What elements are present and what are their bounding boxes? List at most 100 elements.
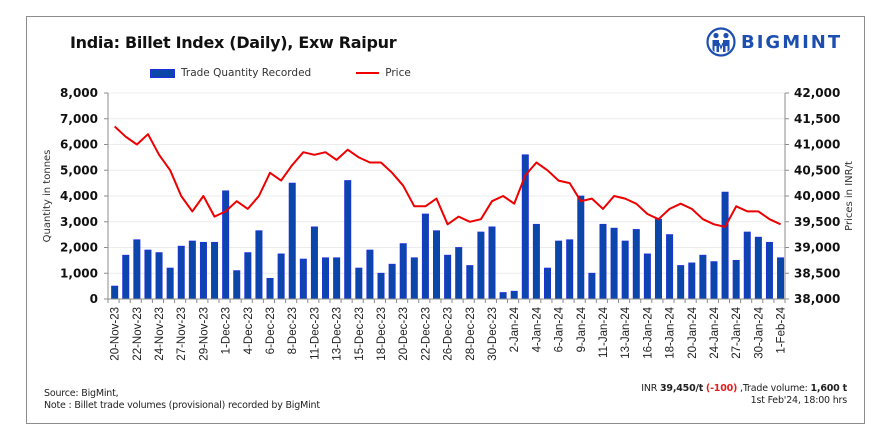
x-tick-label: 1-Feb-24 — [776, 306, 788, 353]
bar — [111, 285, 119, 300]
bar — [344, 180, 352, 300]
bar — [532, 223, 540, 300]
x-tick-label: 6-Dec-23 — [265, 307, 277, 354]
x-tick-label: 4-Dec-23 — [243, 307, 255, 354]
y-axis-left-ticks: 0 1,000 2,000 3,000 4,000 5,000 6,000 7,000 8,00… — [60, 86, 98, 306]
x-tick-label: 15-Dec-23 — [354, 307, 366, 361]
gridlines — [108, 92, 785, 274]
bar — [632, 229, 640, 300]
bar — [610, 227, 618, 300]
x-tick-label: 27-Jan-24 — [731, 306, 743, 358]
bar — [322, 257, 330, 300]
bar — [654, 218, 662, 300]
x-tick-label: 27-Nov-23 — [176, 307, 188, 361]
bar — [166, 267, 174, 300]
y2-tick-label: 41,000 — [794, 138, 840, 152]
bar — [743, 231, 751, 300]
bar — [488, 226, 496, 300]
bar — [255, 230, 263, 300]
bar — [288, 182, 296, 300]
bar — [466, 265, 474, 300]
bigmint-logo: BIGMINT — [706, 26, 842, 58]
bar — [355, 267, 363, 300]
bar — [777, 257, 785, 300]
x-tick-label: 26-Dec-23 — [443, 307, 455, 361]
y-tick-label: 4,000 — [60, 189, 98, 203]
y2-tick-label: 39,500 — [794, 215, 840, 229]
bar — [444, 254, 452, 300]
y-tick-label: 6,000 — [60, 138, 98, 152]
bar — [577, 195, 585, 300]
bar — [177, 245, 185, 300]
timestamp: 1st Feb'24, 18:00 hrs — [750, 395, 848, 406]
price-prefix: INR — [641, 383, 658, 394]
note-text: Note : Billet trade volumes (provisional… — [44, 400, 320, 411]
price-value: 39,450/t — [660, 383, 704, 394]
y-tick-label: 5,000 — [60, 163, 98, 177]
bar — [377, 272, 385, 300]
bar — [699, 254, 707, 300]
x-tick-label: 11-Dec-23 — [309, 307, 321, 360]
bar — [710, 261, 718, 300]
bar — [144, 249, 152, 300]
y-axis-left-title: Quantity in tonnes — [42, 150, 53, 243]
bar — [721, 191, 729, 300]
bar — [555, 240, 563, 300]
bar — [366, 249, 374, 300]
bar — [122, 254, 130, 300]
x-tick-label: 20-Jan-24 — [687, 306, 699, 358]
x-tick-label: 22-Nov-23 — [132, 307, 144, 361]
x-tick-label: 6-Jan-24 — [554, 306, 566, 352]
bar — [299, 258, 307, 300]
bar — [599, 223, 607, 300]
legend-label-quantity: Trade Quantity Recorded — [181, 67, 312, 79]
x-tick-label: 11-Jan-24 — [598, 306, 610, 358]
legend-item-price: Price — [356, 67, 411, 79]
bar — [588, 272, 596, 300]
bar — [566, 239, 574, 300]
x-tick-label: 13-Jan-24 — [620, 306, 632, 358]
bar — [388, 263, 396, 300]
bar — [333, 257, 341, 300]
y-axis-right-title: Prices in INR/t — [844, 161, 855, 231]
bar — [455, 247, 463, 300]
x-tick-label: 20-Nov-23 — [110, 307, 122, 361]
y2-tick-label: 38,000 — [794, 292, 840, 306]
bar — [510, 290, 518, 300]
bar-series — [111, 154, 785, 300]
bar — [233, 270, 241, 300]
y-tick-label: 3,000 — [60, 215, 98, 229]
x-tick-label: 30-Dec-23 — [487, 307, 499, 361]
y2-tick-label: 38,500 — [794, 266, 840, 280]
bar — [433, 230, 441, 300]
x-tick-label: 16-Jan-24 — [642, 306, 654, 358]
bar — [499, 292, 507, 300]
bar — [155, 252, 163, 300]
source-text: Source: BigMint, — [44, 388, 119, 399]
bigmint-logo-icon — [706, 27, 736, 57]
legend-item-quantity: Trade Quantity Recorded — [150, 67, 311, 79]
y2-tick-label: 40,000 — [794, 189, 840, 203]
x-tick-label: 24-Nov-23 — [154, 307, 166, 361]
y-tick-label: 8,000 — [60, 86, 98, 100]
bar — [477, 231, 485, 300]
legend-label-price: Price — [385, 67, 411, 79]
x-tick-label: 22-Dec-23 — [420, 307, 432, 361]
y2-tick-label: 41,500 — [794, 112, 840, 126]
x-tick-label: 8-Dec-23 — [287, 307, 299, 354]
bar — [543, 267, 551, 300]
y2-tick-label: 39,000 — [794, 241, 840, 255]
bar — [222, 190, 230, 300]
legend-swatch-line — [356, 72, 380, 74]
x-tick-label: 9-Jan-24 — [576, 306, 588, 352]
bar — [399, 243, 407, 300]
y-tick-label: 1,000 — [60, 266, 98, 280]
bar — [666, 234, 674, 300]
bar — [277, 253, 285, 300]
bar — [310, 226, 318, 300]
y-tick-label: 7,000 — [60, 112, 98, 126]
bar — [188, 240, 196, 300]
x-tick-label: 29-Nov-23 — [198, 307, 210, 361]
x-tick-label: 24-Jan-24 — [709, 306, 721, 358]
